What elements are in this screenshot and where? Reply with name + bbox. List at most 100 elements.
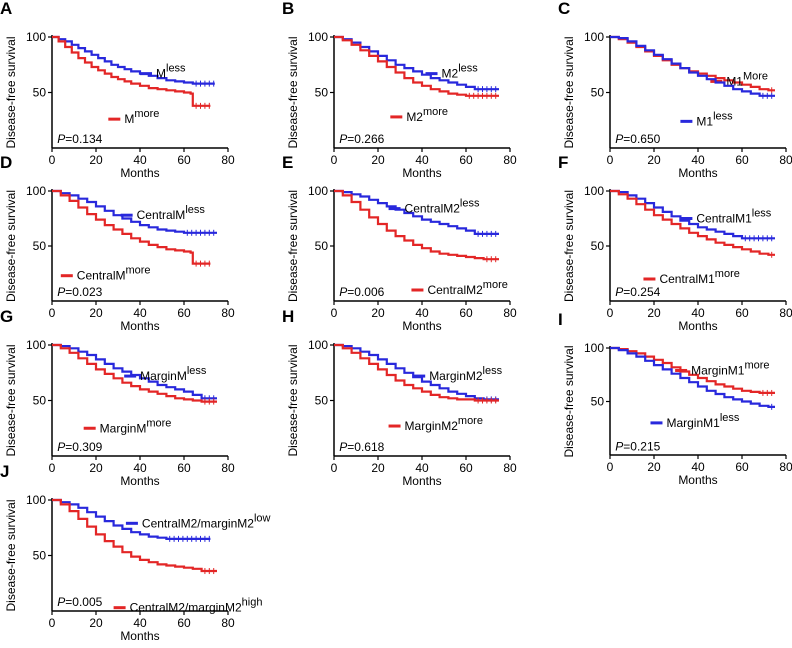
legend-label-base: CentralM2/marginM2: [130, 601, 242, 615]
legend-label-base: CentralM: [77, 269, 126, 283]
legend-label: CentralMmore: [77, 265, 151, 283]
legend-label-sup: More: [743, 70, 768, 82]
x-tick-label: 60: [177, 306, 191, 320]
x-tick-label: 20: [371, 153, 385, 167]
x-tick-label: 80: [221, 153, 235, 167]
x-axis-label: Months: [120, 474, 159, 488]
x-tick-label: 60: [459, 306, 473, 320]
legend-label: CentralM2/marginM2low: [142, 512, 271, 530]
panel-label: I: [558, 310, 563, 329]
legend-label-sup: more: [744, 359, 769, 371]
legend-label-sup: less: [185, 204, 205, 216]
y-axis-label: Disease-free survival: [562, 345, 576, 457]
x-tick-label: 20: [89, 616, 103, 630]
survival-curve-less: [52, 35, 215, 85]
legend-label: M2more: [406, 106, 448, 124]
p-value-number: =0.005: [65, 595, 102, 609]
legend-label-base: MarginM: [140, 369, 187, 383]
panel-label: A: [0, 0, 12, 18]
p-value-number: =0.650: [623, 132, 660, 146]
p-value: P=0.134: [57, 132, 102, 146]
panel-label: H: [282, 307, 294, 326]
legend-label-sup: more: [125, 265, 150, 277]
y-tick-label: 50: [591, 86, 605, 100]
panel-label: E: [282, 153, 293, 172]
p-value-number: =0.023: [65, 285, 102, 299]
legend-label-sup: less: [720, 412, 740, 424]
y-tick-label: 100: [584, 30, 604, 44]
x-tick-label: 0: [49, 306, 56, 320]
survival-curve-more: [334, 343, 499, 402]
x-tick-label: 80: [779, 306, 792, 320]
x-tick-label: 60: [735, 460, 749, 474]
x-axis-label: Months: [402, 319, 441, 333]
panel-label: G: [0, 307, 13, 326]
x-tick-label: 60: [177, 153, 191, 167]
legend-label-base: MarginM2: [429, 369, 483, 383]
legend-label: CentralM2more: [427, 279, 507, 297]
panel-j: J 0 20 40 60 80 50 100 Months Disease-free surviv…: [0, 462, 271, 643]
x-tick-label: 0: [49, 461, 56, 475]
p-value-symbol: P: [57, 595, 65, 609]
x-tick-label: 0: [49, 616, 56, 630]
p-value: P=0.006: [339, 285, 384, 299]
panel-f: F 0 20 40 60 80 50 100 Months Disease-free surviv…: [558, 153, 792, 333]
survival-curve-more: [334, 189, 499, 261]
x-tick-label: 20: [647, 153, 661, 167]
legend-label-sup: less: [460, 198, 480, 210]
survival-curve-less: [52, 189, 217, 234]
x-tick-label: 40: [133, 153, 147, 167]
panel-a: A 0 20 40 60 80 50 100 Months Disease-free surviv…: [0, 0, 235, 180]
x-axis-label: Months: [402, 474, 441, 488]
legend-label: CentralM2less: [405, 198, 480, 216]
p-value-number: =0.309: [65, 440, 102, 454]
legend-label-base: CentralM: [137, 208, 186, 222]
p-value-symbol: P: [615, 132, 623, 146]
y-tick-label: 50: [33, 394, 47, 408]
legend-label-sup: less: [483, 365, 503, 377]
p-value-number: =0.254: [623, 285, 660, 299]
x-tick-label: 80: [779, 153, 792, 167]
legend-label-sup: less: [187, 365, 207, 377]
y-tick-label: 50: [315, 394, 329, 408]
p-value: P=0.023: [57, 285, 102, 299]
y-tick-label: 100: [26, 338, 46, 352]
panel-label: C: [558, 0, 570, 18]
y-tick-label: 50: [315, 86, 329, 100]
panel-label: B: [282, 0, 294, 18]
x-tick-label: 40: [691, 460, 705, 474]
x-tick-label: 60: [735, 153, 749, 167]
x-tick-label: 20: [89, 306, 103, 320]
legend-label-base: M: [124, 112, 134, 126]
survival-curve-more: [52, 189, 211, 265]
legend-label-sup: less: [458, 63, 478, 75]
survival-curve-more: [610, 189, 775, 256]
y-tick-label: 100: [26, 184, 46, 198]
panel-g: G 0 20 40 60 80 50 100 Months Disease-free surviv…: [0, 307, 235, 488]
x-tick-label: 20: [89, 461, 103, 475]
y-tick-label: 100: [584, 341, 604, 355]
p-value: P=0.309: [57, 440, 102, 454]
y-tick-label: 50: [315, 239, 329, 253]
legend-label-base: CentralM2: [405, 202, 461, 216]
legend-label-sup: more: [483, 279, 508, 291]
legend-label-sup: low: [254, 512, 271, 524]
legend-label: MarginM2more: [405, 415, 483, 433]
p-value-number: =0.134: [65, 132, 102, 146]
legend-label: MarginM2less: [429, 365, 502, 383]
x-tick-label: 20: [647, 306, 661, 320]
y-tick-label: 100: [308, 184, 328, 198]
y-tick-label: 100: [26, 30, 46, 44]
y-tick-label: 100: [584, 184, 604, 198]
legend-label: CentralM2/marginM2high: [130, 597, 263, 615]
p-value: P=0.254: [615, 285, 660, 299]
x-tick-label: 40: [691, 153, 705, 167]
p-value-symbol: P: [57, 440, 65, 454]
x-axis-label: Months: [120, 629, 159, 643]
p-value: P=0.005: [57, 595, 102, 609]
x-tick-label: 0: [331, 461, 338, 475]
y-tick-label: 100: [26, 493, 46, 507]
legend-label: MarginMless: [140, 365, 207, 383]
x-tick-label: 40: [415, 306, 429, 320]
legend-label-sup: less: [166, 63, 186, 75]
